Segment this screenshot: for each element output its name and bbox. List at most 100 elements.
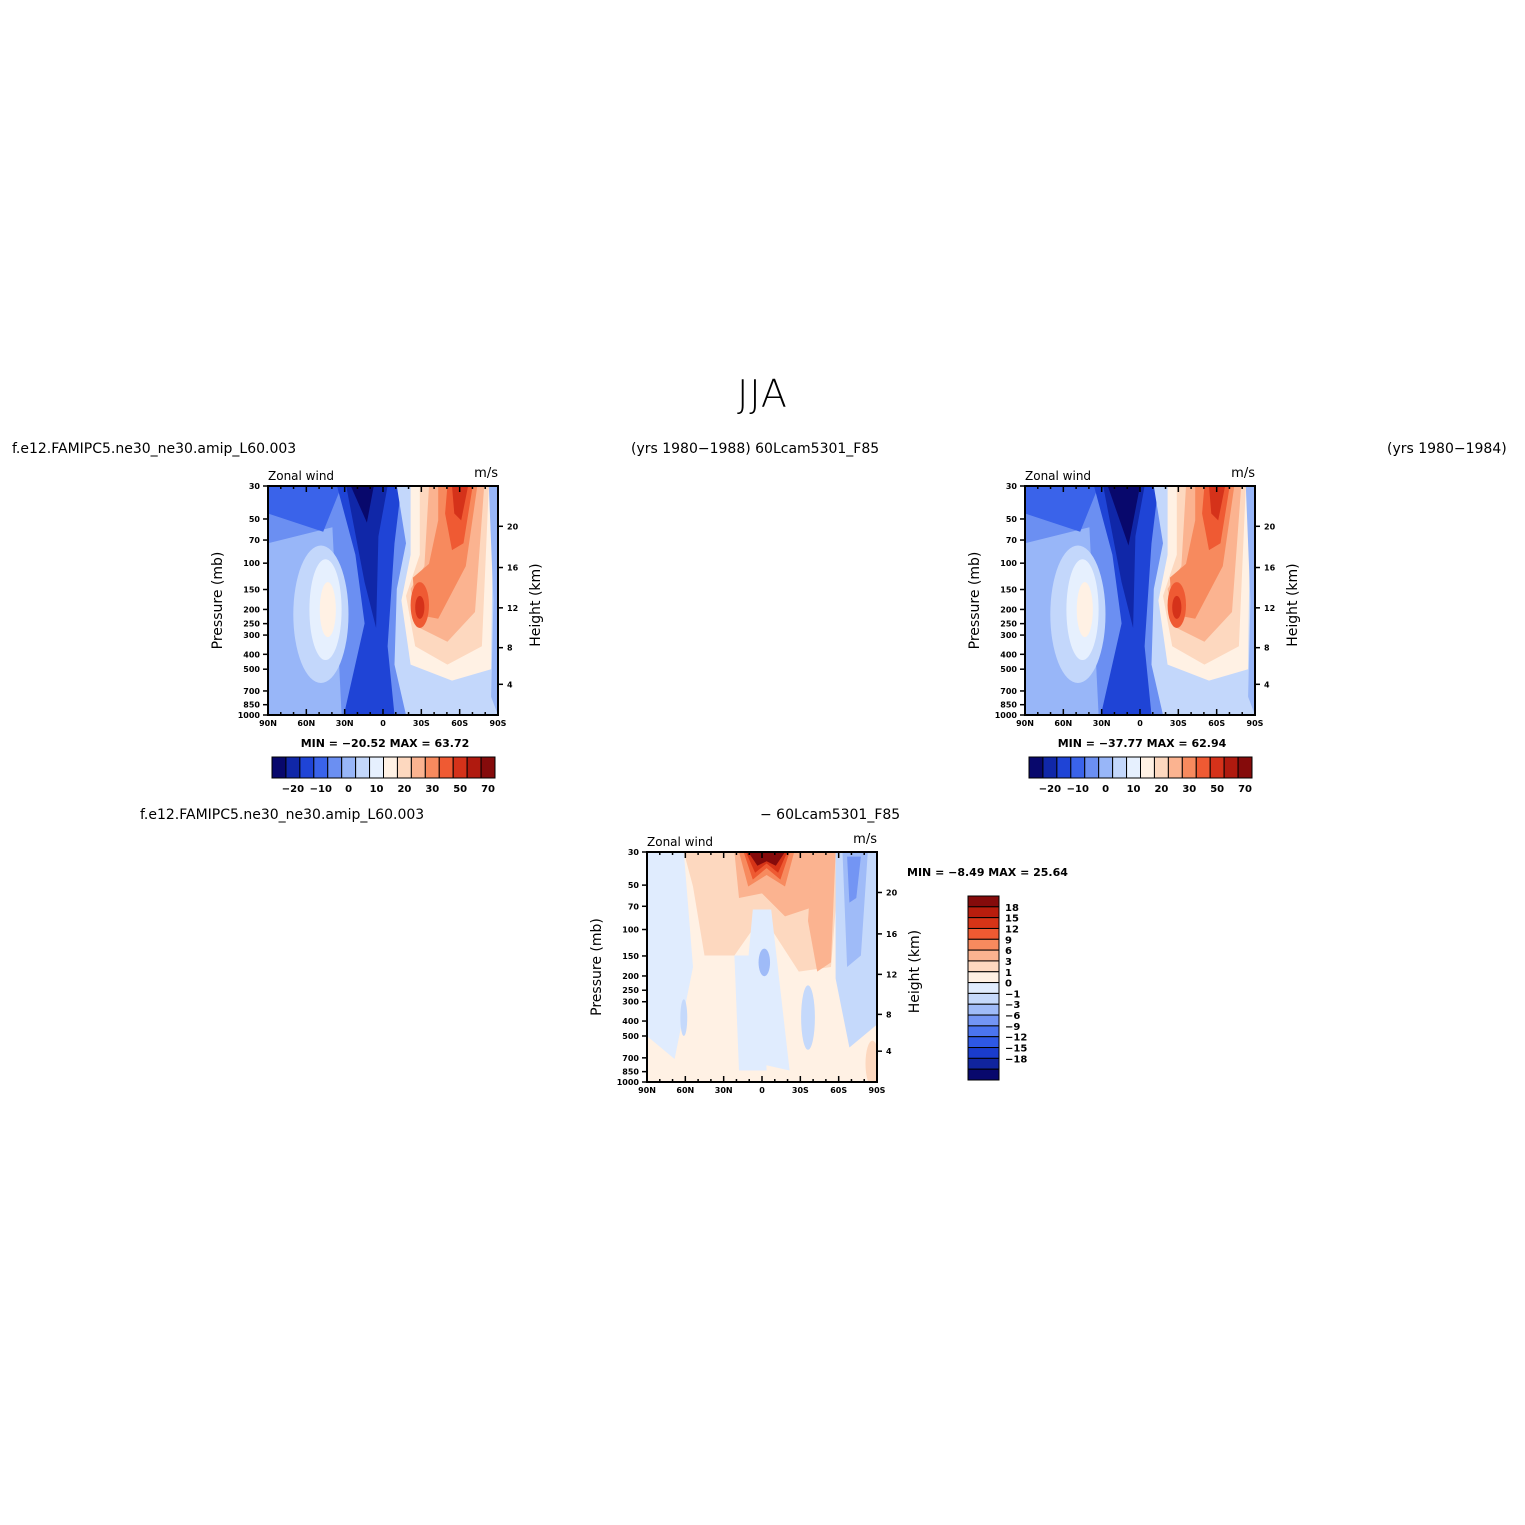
colorbar-label: 30 (425, 784, 439, 795)
y-tick-right-label: 12 (507, 604, 518, 613)
x-tick-label: 30N (715, 1086, 733, 1095)
sh-upper-core (452, 486, 469, 521)
colorbar-box (967, 982, 1000, 994)
panel-title: Zonal wind (647, 835, 713, 849)
nh-jet-core (319, 582, 336, 638)
y-tick-right-label: 4 (507, 680, 513, 689)
colorbar-label: 70 (481, 784, 495, 795)
case2-min-max: MIN = −37.77 MAX = 62.94 (1058, 737, 1227, 750)
y-tick-label: 250 (622, 986, 639, 995)
colorbar-label: 0 (1005, 979, 1012, 990)
y-tick-label: 200 (243, 605, 260, 614)
sh-upper-core (1209, 486, 1226, 521)
colorbar-box (452, 756, 468, 779)
colorbar-label: 9 (1005, 935, 1012, 946)
panel-title: Zonal wind (268, 469, 334, 483)
y-tick-label: 700 (1000, 687, 1017, 696)
colorbar-label: 20 (397, 784, 411, 795)
colorbar-box (967, 960, 1000, 973)
nh-jet-core (1076, 582, 1093, 638)
y-tick-right-label: 16 (507, 564, 519, 573)
y-tick-right-label: 20 (886, 888, 898, 897)
colorbar-box (1056, 756, 1072, 779)
colorbar-label: 30 (1182, 784, 1196, 795)
case1-name-header: f.e12.FAMIPC5.ne30_ne30.amip_L60.003 (12, 441, 297, 457)
colorbar-box (1098, 756, 1114, 779)
colorbar-box (967, 906, 1000, 919)
y-tick-right-label: 16 (1264, 564, 1276, 573)
colorbar-box (285, 756, 301, 779)
colorbar-box (424, 756, 440, 779)
y-axis-right-label: Height (km) (1285, 563, 1301, 646)
y-tick-label: 30 (628, 848, 640, 857)
colorbar-label: 12 (1005, 924, 1019, 935)
colorbar-box (1223, 756, 1239, 779)
tropical-band-core (350, 486, 374, 523)
x-tick-label: 90N (259, 719, 277, 728)
diff-sh-warm (808, 852, 836, 972)
colorbar-label: −20 (1039, 784, 1061, 795)
colorbar-label: −3 (1005, 1000, 1020, 1011)
y-tick-label: 1000 (238, 711, 261, 720)
x-tick-label: 30S (1170, 719, 1187, 728)
diff-left-header: f.e12.FAMIPC5.ne30_ne30.amip_L60.003 (140, 807, 425, 823)
colorbar-box (967, 1014, 1000, 1027)
south-pole-edge (1245, 486, 1255, 715)
colorbar-box (438, 756, 454, 779)
colorbar-box (410, 756, 426, 779)
colorbar-label: 3 (1005, 957, 1012, 968)
y-tick-label: 30 (249, 482, 261, 491)
colorbar-box (1084, 756, 1100, 779)
colorbar-box (967, 1025, 1000, 1038)
colorbar-label: 18 (1005, 903, 1019, 914)
colorbar-label: −10 (310, 784, 332, 795)
contour-field-clip-diff (647, 852, 877, 1082)
contour-field-clip-case1 (268, 486, 498, 715)
y-tick-right-label: 12 (886, 970, 897, 979)
x-tick-label: 30N (336, 719, 354, 728)
y-tick-label: 100 (1000, 559, 1017, 568)
y-tick-label: 300 (1000, 631, 1017, 640)
colorbar-label: 10 (370, 784, 384, 795)
y-tick-label: 300 (622, 998, 639, 1007)
y-tick-label: 200 (1000, 605, 1017, 614)
y-tick-label: 500 (622, 1032, 639, 1041)
diff-nh-lower-blue (680, 999, 688, 1036)
y-tick-label: 1000 (617, 1078, 640, 1087)
colorbar-label: −9 (1005, 1022, 1020, 1033)
main-title: JJA (737, 372, 788, 416)
panel-units: m/s (853, 832, 877, 847)
colorbar-label: 50 (1210, 784, 1224, 795)
x-tick-label: 0 (759, 1086, 765, 1095)
tropical-band-core (1107, 486, 1140, 546)
colorbar-box (299, 756, 315, 779)
colorbar-box (313, 756, 329, 779)
y-tick-label: 70 (1006, 536, 1018, 545)
y-tick-label: 700 (622, 1054, 639, 1063)
colorbar-box (967, 992, 1000, 1005)
y-axis-label: Pressure (mb) (210, 552, 226, 650)
panel-units: m/s (474, 466, 498, 481)
colorbar-box (1112, 756, 1128, 779)
colorbar-box (967, 917, 1000, 929)
diff-pole-warm (865, 1040, 877, 1082)
x-tick-label: 0 (1137, 719, 1143, 728)
y-tick-right-label: 8 (886, 1010, 892, 1019)
y-tick-right-label: 8 (507, 644, 513, 653)
x-tick-label: 30S (413, 719, 430, 728)
y-tick-right-label: 20 (507, 522, 519, 531)
x-tick-label: 60S (1208, 719, 1225, 728)
colorbar-box (967, 1036, 1000, 1049)
diff-right-header: − 60Lcam5301_F85 (760, 807, 901, 823)
y-tick-label: 100 (622, 926, 639, 935)
colorbar-label: −1 (1005, 989, 1020, 1000)
colorbar-box (1140, 756, 1155, 779)
colorbar-box (967, 1003, 1000, 1016)
y-axis-label: Pressure (mb) (967, 552, 983, 650)
colorbar-box (967, 971, 1000, 984)
x-tick-label: 60S (451, 719, 468, 728)
y-tick-right-label: 20 (1264, 522, 1276, 531)
colorbar-box (967, 1057, 1000, 1070)
colorbar-label: 0 (345, 784, 352, 795)
